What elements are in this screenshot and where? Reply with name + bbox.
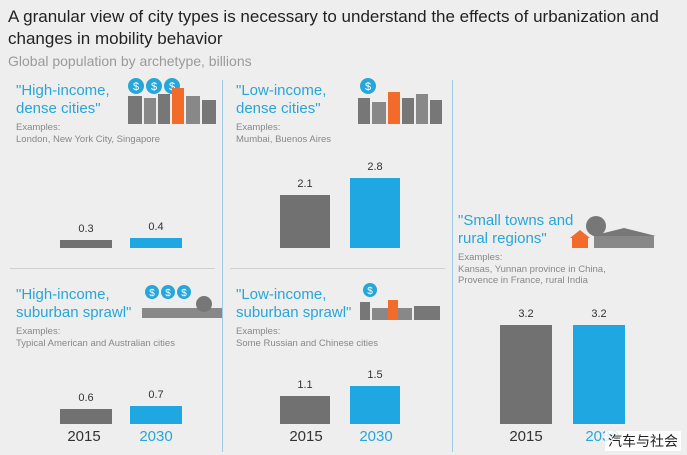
- rural-town-icon: [570, 216, 656, 248]
- examples-text: Mumbai, Buenos Aires: [236, 134, 332, 145]
- year-label-2015: 2015: [289, 428, 323, 445]
- panel-title: "Low-income, dense cities": [236, 82, 327, 117]
- examples-label: Examples:: [458, 252, 503, 263]
- panel-low-income-sprawl: "Low-income, suburban sprawl" Examples: S…: [236, 283, 446, 349]
- year-label-2015: 2015: [67, 428, 101, 445]
- svg-text:$: $: [365, 81, 371, 93]
- examples-text: London, New York City, Singapore: [16, 134, 160, 145]
- bar-2015: [500, 325, 552, 424]
- bar-value-label: 0.7: [148, 389, 164, 401]
- svg-text:$: $: [165, 288, 171, 299]
- bar-2030: [130, 238, 182, 248]
- bar-2030: [350, 178, 400, 248]
- svg-text:$: $: [367, 286, 373, 297]
- bar-value-label: 3.2: [518, 308, 534, 320]
- examples-label: Examples:: [16, 326, 61, 337]
- suburban-sprawl-dollar-icon: $ $ $: [142, 285, 222, 318]
- bar-2030: [573, 325, 625, 424]
- svg-text:$: $: [149, 288, 155, 299]
- row-divider-middle: [230, 268, 445, 269]
- bar-2015: [60, 409, 112, 424]
- bar-value-label: 0.4: [148, 221, 164, 233]
- dense-city-dollar-icon: $ $ $: [128, 78, 216, 124]
- examples-label: Examples:: [236, 122, 281, 133]
- bar-2015: [60, 240, 112, 248]
- svg-text:$: $: [169, 81, 175, 93]
- bar-2015: [280, 195, 330, 248]
- bar-2030: [350, 386, 400, 424]
- bar-value-label: 1.5: [367, 369, 383, 381]
- examples-text: Typical American and Australian cities: [16, 338, 175, 349]
- svg-text:$: $: [181, 288, 187, 299]
- examples-text: Provence in France, rural India: [458, 275, 588, 286]
- bar-value-label: 2.8: [367, 161, 383, 173]
- panel-title: "High-income, suburban sprawl": [16, 286, 132, 321]
- year-label-2030: 2030: [359, 428, 393, 445]
- bar-value-label: 0.3: [78, 223, 94, 235]
- bar-2030: [130, 406, 182, 424]
- row-divider-left: [10, 268, 215, 269]
- panel-title: "Low-income, suburban sprawl": [236, 286, 352, 321]
- examples-label: Examples:: [16, 122, 61, 133]
- bar-value-label: 0.6: [78, 392, 94, 404]
- panel-high-income-sprawl: "High-income, suburban sprawl" Examples: …: [16, 285, 222, 349]
- watermark: 汽车与社会: [605, 431, 681, 451]
- bar-2015: [280, 396, 330, 424]
- panel-title: "High-income, dense cities": [16, 82, 110, 117]
- column-divider-1: [222, 80, 223, 452]
- panel-title: "Small towns and rural regions": [458, 212, 574, 247]
- panel-low-income-dense: "Low-income, dense cities" Examples: Mumb…: [236, 78, 446, 262]
- svg-text:$: $: [151, 81, 157, 93]
- year-label-2030: 2030: [139, 428, 173, 445]
- chart-title: A granular view of city types is necessa…: [8, 7, 659, 48]
- column-divider-2: [452, 80, 453, 452]
- examples-label: Examples:: [236, 326, 281, 337]
- dense-city-dollar-icon: $: [358, 78, 442, 124]
- year-label-2015: 2015: [509, 428, 543, 445]
- bar-value-label: 3.2: [591, 308, 607, 320]
- bar-value-label: 2.1: [297, 178, 313, 190]
- chart-subtitle: Global population by archetype, billions: [8, 53, 252, 69]
- svg-text:$: $: [133, 81, 139, 93]
- panel-high-income-dense: "High-income, dense cities" Examples: Lon…: [16, 78, 216, 262]
- panel-small-towns-rural: "Small towns and rural regions" Examples:…: [458, 212, 668, 292]
- suburban-sprawl-dollar-icon: $: [360, 283, 440, 320]
- examples-text: Kansas, Yunnan province in China,: [458, 264, 606, 275]
- bar-value-label: 1.1: [297, 379, 313, 391]
- examples-text: Some Russian and Chinese cities: [236, 338, 379, 349]
